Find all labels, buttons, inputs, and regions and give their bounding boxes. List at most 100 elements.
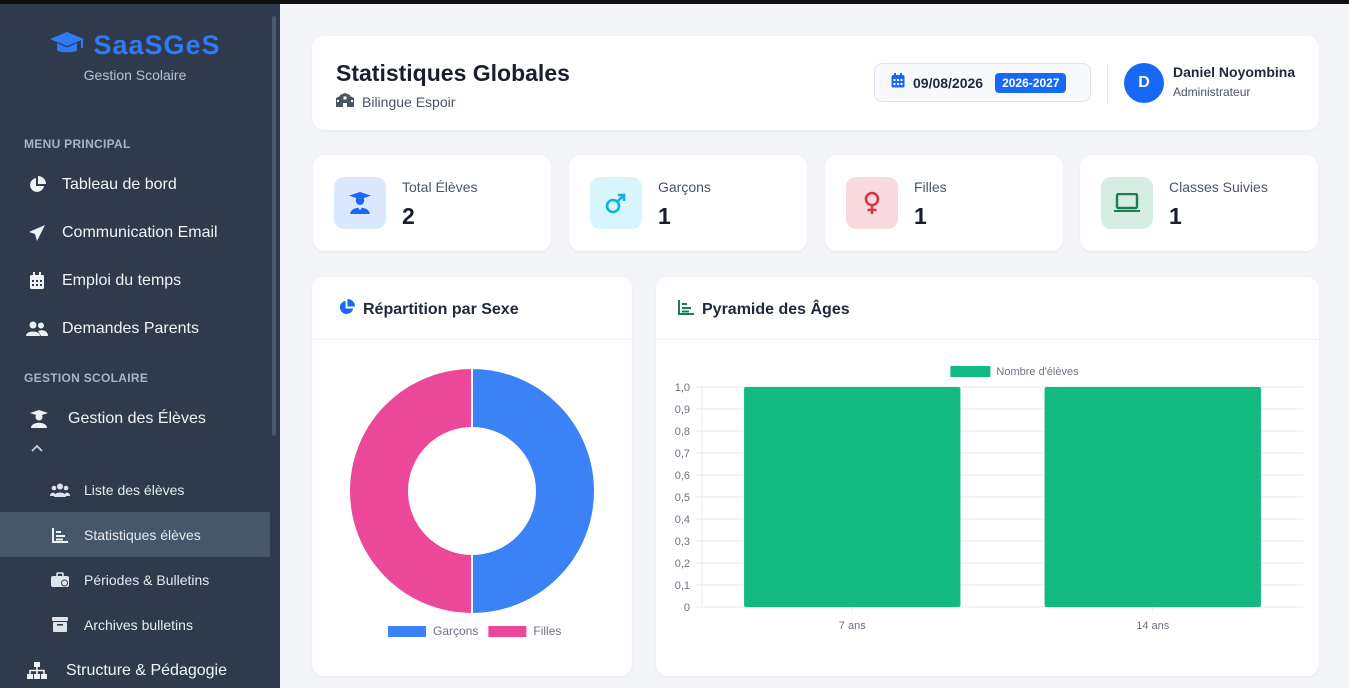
sidebar-item-structure[interactable]: Structure & Pédagogie bbox=[0, 649, 270, 688]
sidebar-item-label: Structure & Pédagogie bbox=[66, 662, 227, 679]
section-school-management: GESTION SCOLAIRE bbox=[24, 371, 149, 385]
male-icon bbox=[590, 177, 642, 229]
stat-value: 2 bbox=[402, 203, 415, 229]
legend-label: Nombre d'élèves bbox=[996, 366, 1079, 378]
users-icon bbox=[26, 318, 48, 340]
sidebar-subitem-student-list[interactable]: Liste des élèves bbox=[0, 467, 270, 512]
stat-label: Filles bbox=[914, 179, 947, 195]
y-tick-label: 0,6 bbox=[675, 470, 690, 482]
bar-2 bbox=[1044, 387, 1261, 607]
graduation-cap-icon bbox=[49, 30, 85, 61]
sidebar-item-schedule[interactable]: Emploi du temps bbox=[0, 259, 270, 303]
sidebar-item-students[interactable]: Gestion des Élèves bbox=[0, 397, 270, 441]
stat-card-total-students: Total Élèves 2 bbox=[313, 155, 551, 251]
gender-donut-chart[interactable]: Garçons Filles bbox=[312, 339, 632, 669]
stat-label: Garçons bbox=[658, 179, 711, 195]
legend-swatch bbox=[388, 626, 426, 637]
card-divider bbox=[312, 339, 632, 340]
stat-value: 1 bbox=[1169, 203, 1182, 229]
calendar-icon bbox=[26, 270, 48, 292]
archive-icon bbox=[50, 615, 70, 635]
sidebar: SaaSGeS Gestion Scolaire MENU PRINCIPAL … bbox=[0, 4, 280, 688]
brand[interactable]: SaaSGeS Gestion Scolaire bbox=[0, 30, 270, 83]
avatar[interactable]: D bbox=[1124, 63, 1164, 103]
y-tick-label: 0,2 bbox=[675, 558, 690, 570]
sidebar-item-label: Demandes Parents bbox=[62, 320, 199, 337]
sidebar-item-label: Communication Email bbox=[62, 224, 218, 241]
school-name: Bilingue Espoir bbox=[336, 93, 455, 110]
sidebar-item-dashboard[interactable]: Tableau de bord bbox=[0, 163, 270, 207]
y-tick-label: 0 bbox=[684, 602, 690, 614]
user-role: Administrateur bbox=[1173, 85, 1251, 99]
x-tick-label: 7 ans bbox=[839, 620, 866, 632]
y-tick-label: 0,7 bbox=[675, 448, 690, 460]
y-tick-label: 0,4 bbox=[675, 514, 690, 526]
bar-1 bbox=[744, 387, 961, 607]
school-name-text: Bilingue Espoir bbox=[362, 93, 456, 110]
calendar-icon bbox=[891, 72, 905, 93]
graduate-icon bbox=[334, 177, 386, 229]
stat-card-classes: Classes Suivies 1 bbox=[1080, 155, 1318, 251]
gender-distribution-card: Répartition par Sexe Garçons Filles bbox=[312, 277, 632, 676]
header-divider bbox=[1107, 63, 1108, 104]
sidebar-subitem-label: Périodes & Bulletins bbox=[84, 571, 210, 588]
sidebar-subitem-student-stats[interactable]: Statistiques élèves bbox=[0, 512, 270, 557]
sidebar-item-label: Tableau de bord bbox=[62, 176, 177, 193]
sidebar-subitem-label: Liste des élèves bbox=[84, 481, 185, 498]
y-tick-label: 0,3 bbox=[675, 536, 690, 548]
bar-chart-icon bbox=[50, 525, 70, 545]
legend-label: Garçons bbox=[433, 624, 478, 638]
y-tick-label: 1,0 bbox=[675, 382, 690, 394]
school-year-badge: 2026-2027 bbox=[995, 72, 1067, 93]
legend-label: Filles bbox=[533, 624, 561, 638]
pie-chart-icon bbox=[338, 299, 355, 321]
card-divider bbox=[656, 339, 1319, 340]
y-tick-label: 0,5 bbox=[675, 492, 690, 504]
sidebar-subitem-archives[interactable]: Archives bulletins bbox=[0, 602, 270, 647]
briefcase-icon bbox=[50, 570, 70, 590]
donut-slice-2 bbox=[348, 366, 473, 616]
laptop-icon bbox=[1101, 177, 1153, 229]
sidebar-subitem-periods-reports[interactable]: Périodes & Bulletins bbox=[0, 557, 270, 602]
user-name[interactable]: Daniel Noyombina bbox=[1173, 64, 1296, 80]
sitemap-icon bbox=[26, 660, 48, 682]
sidebar-subitem-label: Statistiques élèves bbox=[84, 526, 201, 543]
donut-slice-1 bbox=[471, 366, 596, 616]
y-tick-label: 0,1 bbox=[675, 580, 690, 592]
users-icon bbox=[50, 480, 70, 500]
graduate-icon bbox=[28, 408, 50, 430]
y-tick-label: 0,8 bbox=[675, 426, 690, 438]
current-date: 09/08/2026 bbox=[913, 74, 984, 91]
legend-swatch bbox=[950, 366, 991, 377]
gender-chart-title: Répartition par Sexe bbox=[338, 299, 519, 321]
bar-chart-icon bbox=[678, 299, 694, 320]
chevron-up-icon[interactable] bbox=[30, 440, 44, 454]
sidebar-scrollbar[interactable] bbox=[272, 16, 276, 436]
stat-value: 1 bbox=[914, 203, 927, 229]
pie-chart-icon bbox=[26, 174, 48, 196]
legend-swatch bbox=[488, 626, 527, 637]
stat-label: Total Élèves bbox=[402, 179, 478, 195]
sidebar-item-parent-requests[interactable]: Demandes Parents bbox=[0, 307, 270, 351]
stat-label: Classes Suivies bbox=[1169, 179, 1268, 195]
stat-card-boys: Garçons 1 bbox=[569, 155, 807, 251]
sidebar-subitem-label: Archives bulletins bbox=[84, 616, 193, 633]
age-pyramid-card: Pyramide des Âges 0 0,1 0,2 0,3 0,4 0,5 0,6 0,7… bbox=[656, 277, 1319, 676]
stat-card-girls: Filles 1 bbox=[825, 155, 1063, 251]
page-title: Statistiques Globales bbox=[336, 60, 570, 86]
sidebar-item-label: Emploi du temps bbox=[62, 272, 182, 289]
date-display[interactable]: 09/08/2026 2026-2027 bbox=[874, 63, 1091, 102]
age-bar-chart[interactable]: 0 0,1 0,2 0,3 0,4 0,5 0,6 0,7 0,8 0,9 1,0 7 ans 14 a… bbox=[656, 339, 1319, 674]
page-header: Statistiques Globales Bilingue Espoir 09… bbox=[312, 36, 1319, 130]
paper-plane-icon bbox=[26, 222, 48, 244]
brand-title: SaaSGeS bbox=[93, 30, 221, 60]
sidebar-item-email[interactable]: Communication Email bbox=[0, 211, 270, 255]
female-icon bbox=[846, 177, 898, 229]
age-chart-title: Pyramide des Âges bbox=[678, 299, 850, 320]
stat-value: 1 bbox=[658, 203, 671, 229]
sidebar-item-label: Gestion des Élèves bbox=[68, 410, 206, 427]
x-tick-label: 14 ans bbox=[1136, 620, 1170, 632]
age-chart-title-text: Pyramide des Âges bbox=[702, 300, 850, 318]
window-top-border bbox=[0, 0, 1349, 4]
brand-subtitle: Gestion Scolaire bbox=[83, 67, 187, 83]
